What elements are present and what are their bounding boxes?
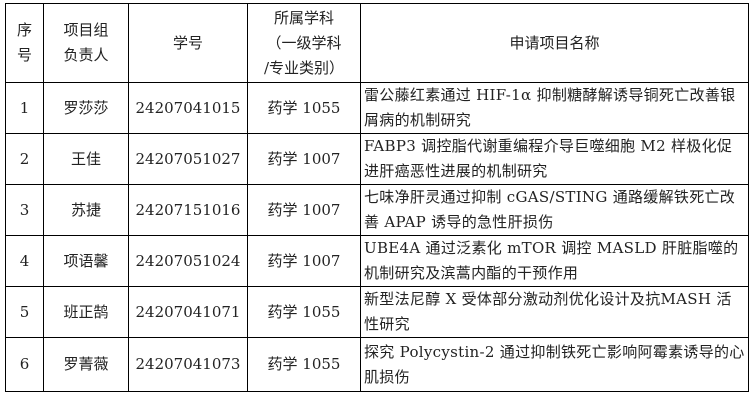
table-row: 6 罗菁薇 24207041073 药学 1055 探究 Polycystin-2 通过… bbox=[5, 337, 749, 392]
cell-leader: 班正鹄 bbox=[43, 286, 129, 338]
cell-title: FABP3 调控脂代谢重编程介导巨噬细胞 M2 样极化促进肝癌恶性进展的机制研究 bbox=[360, 133, 749, 185]
cell-leader: 苏捷 bbox=[43, 184, 129, 236]
header-seq: 序号 bbox=[5, 3, 44, 83]
table-row: 5 班正鹄 24207041071 药学 1055 新型法尼醇 X 受体部分激动剂优化设… bbox=[5, 286, 749, 338]
cell-title: 新型法尼醇 X 受体部分激动剂优化设计及抗MASH 活性研究 bbox=[360, 286, 749, 338]
table-row: 1 罗莎莎 24207041015 药学 1055 雷公藤红素通过 HIF-1α 抑制糖… bbox=[5, 82, 749, 134]
table-row: 3 苏捷 24207151016 药学 1007 七味净肝灵通过抑制 cGAS/STIN… bbox=[5, 184, 749, 236]
cell-id: 24207051027 bbox=[128, 133, 248, 185]
cell-seq: 3 bbox=[5, 184, 44, 236]
table-row: 2 王佳 24207051027 药学 1007 FABP3 调控脂代谢重编程介导巨噬细… bbox=[5, 133, 749, 185]
cell-seq: 4 bbox=[5, 235, 44, 287]
cell-title: UBE4A 通过泛素化 mTOR 调控 MASLD 肝脏脂噬的机制研究及滨蒿内酯… bbox=[360, 235, 749, 287]
header-title: 申请项目名称 bbox=[360, 3, 749, 83]
cell-seq: 6 bbox=[5, 337, 44, 392]
cell-title: 探究 Polycystin-2 通过抑制铁死亡影响阿霉素诱导的心肌损伤 bbox=[360, 337, 749, 392]
header-leader: 项目组 负责人 bbox=[43, 3, 129, 83]
header-id: 学号 bbox=[128, 3, 248, 83]
cell-discipline: 药学 1055 bbox=[247, 286, 361, 338]
cell-leader: 王佳 bbox=[43, 133, 129, 185]
cell-id: 24207051024 bbox=[128, 235, 248, 287]
cell-title: 七味净肝灵通过抑制 cGAS/STING 通路缓解铁死亡改善 APAP 诱导的急… bbox=[360, 184, 749, 236]
table-row: 4 项语馨 24207051024 药学 1007 UBE4A 通过泛素化 mTOR 调… bbox=[5, 235, 749, 287]
cell-id: 24207041015 bbox=[128, 82, 248, 134]
header-discipline: 所属学科 （一级学科/专业类别） bbox=[247, 3, 361, 83]
cell-title: 雷公藤红素通过 HIF-1α 抑制糖酵解诱导铜死亡改善银屑病的机制研究 bbox=[360, 82, 749, 134]
cell-id: 24207041073 bbox=[128, 337, 248, 392]
cell-leader: 项语馨 bbox=[43, 235, 129, 287]
cell-discipline: 药学 1007 bbox=[247, 184, 361, 236]
cell-id: 24207151016 bbox=[128, 184, 248, 236]
cell-seq: 1 bbox=[5, 82, 44, 134]
cell-discipline: 药学 1055 bbox=[247, 337, 361, 392]
cell-leader: 罗菁薇 bbox=[43, 337, 129, 392]
cell-id: 24207041071 bbox=[128, 286, 248, 338]
cell-seq: 2 bbox=[5, 133, 44, 185]
cell-seq: 5 bbox=[5, 286, 44, 338]
cell-discipline: 药学 1055 bbox=[247, 82, 361, 134]
cell-leader: 罗莎莎 bbox=[43, 82, 129, 134]
cell-discipline: 药学 1007 bbox=[247, 235, 361, 287]
project-table: 序号 项目组 负责人 学号 所属学科 （一级学科/专业类别） 申请项目名称 1 罗莎莎… bbox=[5, 3, 749, 392]
header-row: 序号 项目组 负责人 学号 所属学科 （一级学科/专业类别） 申请项目名称 bbox=[5, 3, 749, 83]
cell-discipline: 药学 1007 bbox=[247, 133, 361, 185]
